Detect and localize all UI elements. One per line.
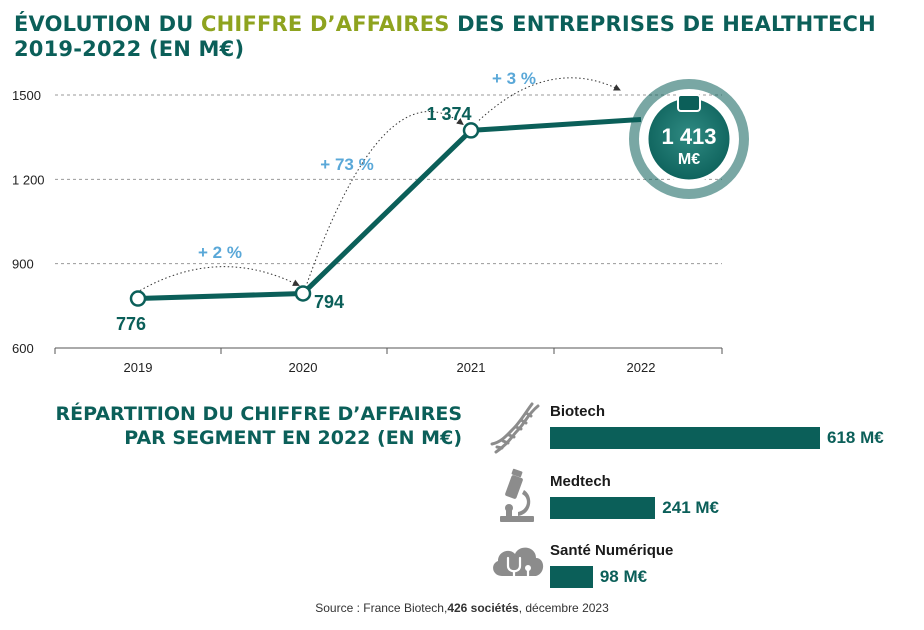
segment-label-biotech: Biotech bbox=[550, 403, 606, 420]
growth-arrow bbox=[139, 266, 300, 291]
source-prefix: Source : France Biotech, bbox=[315, 601, 448, 615]
segment-title-line1: RÉPARTITION DU CHIFFRE D’AFFAIRES bbox=[55, 403, 462, 425]
source-suffix: , décembre 2023 bbox=[518, 601, 609, 615]
value-label: 1 374 bbox=[426, 104, 471, 124]
x-tick-label: 2021 bbox=[457, 360, 486, 375]
segment-title-line2: PAR SEGMENT EN 2022 (EN M€) bbox=[124, 427, 462, 449]
growth-label: + 3 % bbox=[492, 69, 536, 88]
segment-title: RÉPARTITION DU CHIFFRE D’AFFAIRES PAR SE… bbox=[2, 402, 462, 450]
data-point bbox=[294, 285, 312, 302]
segment-label-sante-numerique: Santé Numérique bbox=[550, 542, 674, 559]
growth-arrow bbox=[306, 111, 464, 284]
growth-arrow bbox=[478, 77, 621, 121]
value-label: 794 bbox=[314, 292, 344, 312]
source-note: Source : France Biotech,426 sociétés, dé… bbox=[0, 601, 924, 615]
series-line bbox=[137, 116, 642, 302]
growth-label: + 2 % bbox=[198, 243, 242, 262]
segment-bar-biotech bbox=[550, 427, 820, 449]
title-part1: ÉVOLUTION DU bbox=[14, 12, 202, 36]
dna-icon bbox=[490, 402, 540, 454]
y-tick-label: 1 200 bbox=[12, 172, 45, 187]
segment-value-medtech: 241 M€ bbox=[662, 498, 719, 517]
segment-bar-medtech bbox=[550, 497, 656, 519]
x-tick-label: 2022 bbox=[627, 360, 656, 375]
microscope-icon bbox=[500, 468, 534, 522]
x-tick-label: 2019 bbox=[124, 360, 153, 375]
cloud-stethoscope-icon bbox=[493, 547, 544, 584]
y-tick-label: 600 bbox=[12, 341, 34, 356]
segment-label-medtech: Medtech bbox=[550, 473, 611, 490]
badge-unit: M€ bbox=[678, 151, 700, 168]
x-tick-label: 2020 bbox=[289, 360, 318, 375]
data-point bbox=[462, 122, 480, 139]
title-part2: DES ENTREPRISES DE HEALTHTECH 2019-2022 … bbox=[14, 12, 876, 61]
segment-bar-sante-numerique bbox=[550, 566, 593, 588]
segment-value-sante-numerique: 98 M€ bbox=[599, 567, 648, 586]
segment-value-biotech: 618 M€ bbox=[827, 428, 884, 447]
badge-ring bbox=[629, 79, 749, 199]
y-tick-label: 1500 bbox=[12, 88, 41, 103]
value-label: 776 bbox=[116, 314, 146, 334]
title-highlight: CHIFFRE D’AFFAIRES bbox=[201, 12, 450, 36]
data-point bbox=[129, 290, 147, 307]
y-tick-label: 900 bbox=[12, 257, 34, 272]
source-bold: 426 sociétés bbox=[447, 601, 519, 615]
chart-title: ÉVOLUTION DU CHIFFRE D’AFFAIRES DES ENTR… bbox=[14, 12, 914, 62]
growth-label: + 73 % bbox=[320, 155, 373, 174]
badge-value: 1 413 bbox=[661, 124, 716, 149]
badge-clip bbox=[677, 94, 701, 112]
